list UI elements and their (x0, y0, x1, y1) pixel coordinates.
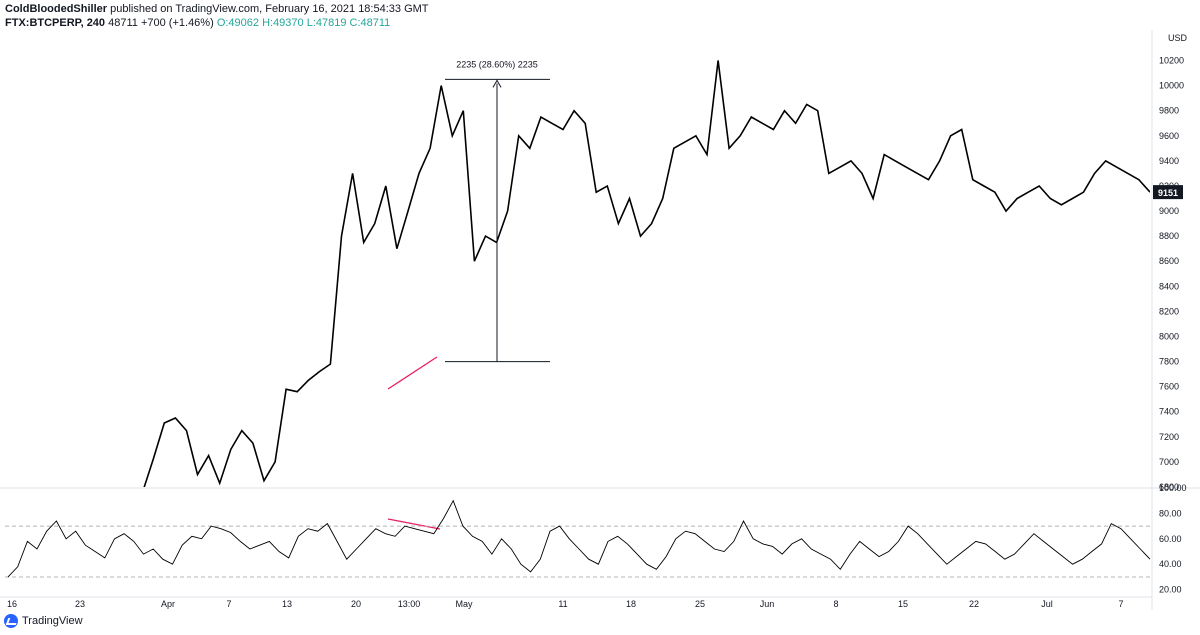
rsi-tick-label: 40.00 (1159, 559, 1182, 569)
x-tick-label: 7 (226, 599, 231, 609)
rsi-tick-label: 100.00 (1159, 483, 1187, 493)
price-tick-label: 9400 (1159, 156, 1179, 166)
x-tick-label: Jun (760, 599, 775, 609)
x-tick-label: 15 (898, 599, 908, 609)
tradingview-footer[interactable]: TradingView (4, 614, 83, 628)
x-tick-label: 7 (1118, 599, 1123, 609)
x-tick-label: 13 (282, 599, 292, 609)
price-tick-label: 8800 (1159, 231, 1179, 241)
price-tick-label: 8400 (1159, 281, 1179, 291)
x-tick-label: 8 (833, 599, 838, 609)
price-tick-label: 8600 (1159, 256, 1179, 266)
last-value-badge-bg (1153, 185, 1183, 200)
author-name[interactable]: ColdBloodedShiller (5, 3, 108, 15)
x-tick-label: 11 (558, 599, 567, 609)
x-tick-label: 16 (7, 599, 17, 609)
currency-label: USD (1168, 33, 1188, 43)
price-tick-label: 7400 (1159, 407, 1179, 417)
x-tick-label: Jul (1041, 599, 1053, 609)
measure-label: 2235 (28.60%) 2235 (456, 59, 538, 69)
price-series-line (143, 60, 1150, 487)
last-price: 48711 (108, 17, 138, 29)
price-tick-label: 10200 (1159, 56, 1184, 66)
price-tick-label: 6800 (1159, 482, 1179, 492)
tradingview-brand: TradingView (22, 615, 83, 627)
rsi-tick-label: 80.00 (1159, 508, 1182, 518)
x-tick-label: 22 (969, 599, 979, 609)
price-tick-label: 8200 (1159, 306, 1179, 316)
price-tick-label: 7000 (1159, 457, 1179, 467)
x-tick-label: 20 (351, 599, 361, 609)
publisher-header: ColdBloodedShiller published on TradingV… (5, 2, 429, 16)
price-tick-label: 7200 (1159, 432, 1179, 442)
price-tick-label: 7800 (1159, 357, 1179, 367)
x-tick-label: Apr (161, 599, 175, 609)
price-tick-label: 10000 (1159, 81, 1184, 91)
rsi-series-line (7, 499, 1151, 578)
x-tick-label: 25 (695, 599, 705, 609)
x-tick-label: 23 (75, 599, 85, 609)
x-tick-label: May (455, 599, 473, 609)
ohlc-values: O:49062 H:49370 L:47819 C:48711 (216, 17, 391, 29)
last-value-badge: 9151 (1158, 188, 1178, 198)
symbol-info-line: FTX:BTCPERP, 240 48711 +700 (+1.46%) O:4… (5, 16, 390, 30)
x-tick-label: 18 (626, 599, 636, 609)
rsi-trendline (387, 518, 441, 530)
price-tick-label: 9600 (1159, 131, 1179, 141)
price-tick-label: 9000 (1159, 206, 1179, 216)
published-info: published on TradingView.com, February 1… (110, 3, 429, 15)
rsi-tick-label: 60.00 (1159, 534, 1182, 544)
price-change: +700 (+1.46%) (140, 17, 214, 29)
tradingview-logo-icon (4, 614, 18, 628)
price-tick-label: 7600 (1159, 382, 1179, 392)
symbol-label[interactable]: FTX:BTCPERP, 240 (5, 17, 106, 29)
rsi-tick-label: 20.00 (1159, 585, 1182, 595)
price-tick-label: 9800 (1159, 106, 1179, 116)
price-tick-label: 8000 (1159, 331, 1179, 341)
price-trendline (387, 356, 438, 390)
measure-arrow (492, 79, 502, 88)
x-tick-label: 13:00 (398, 599, 421, 609)
